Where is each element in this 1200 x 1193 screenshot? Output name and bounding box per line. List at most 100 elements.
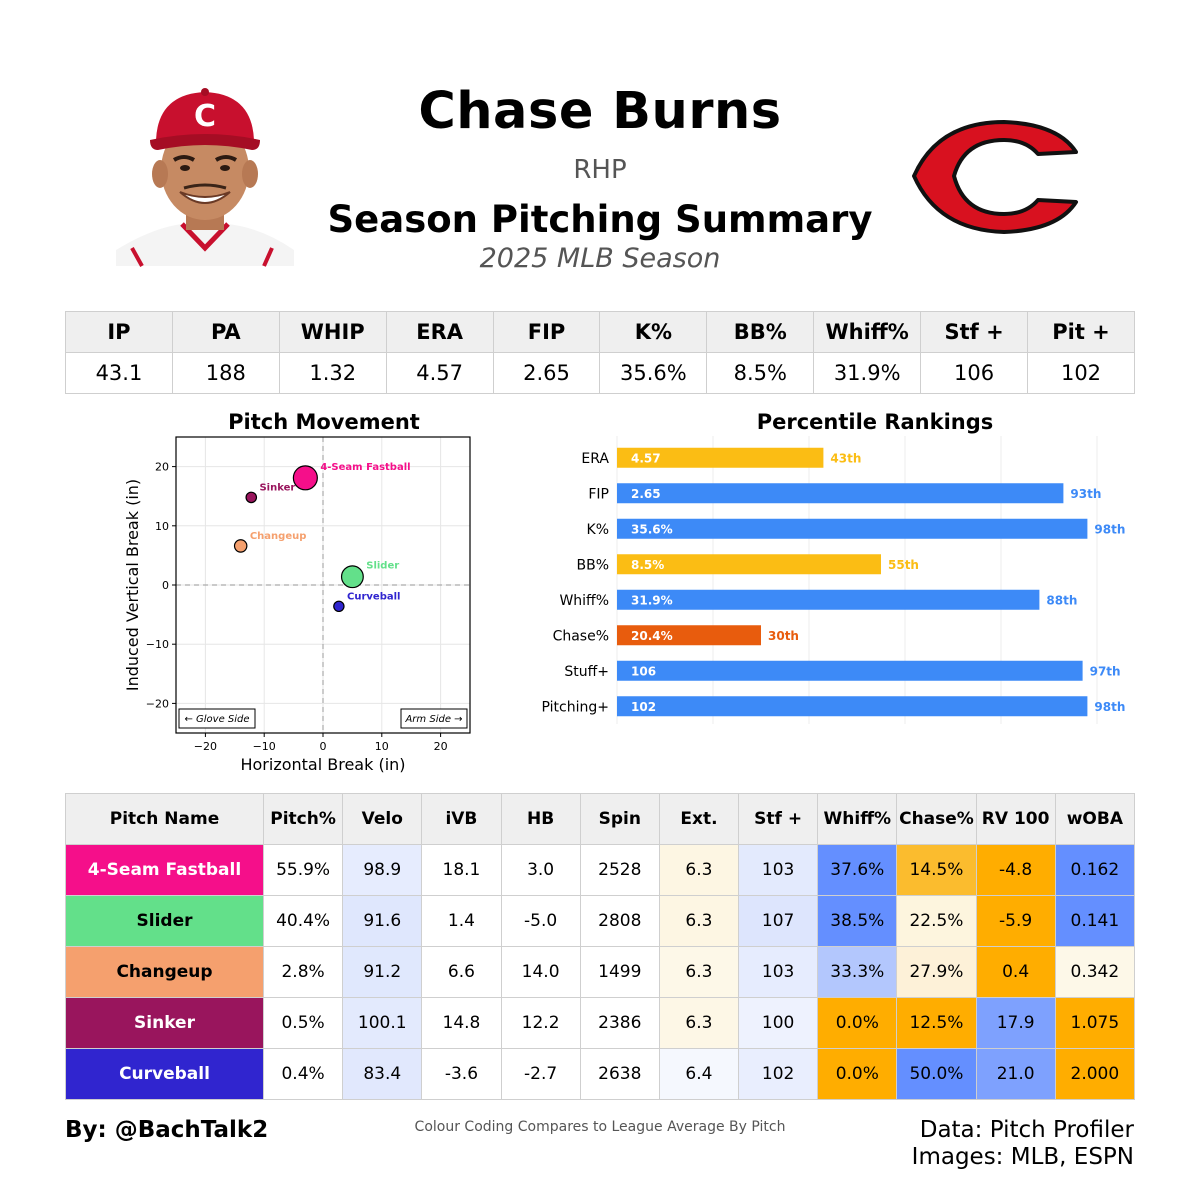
pitch-metric-cell: 0.4% <box>262 1048 344 1100</box>
stat-value: 1.32 <box>278 352 387 394</box>
stat-value: 8.5% <box>706 352 815 394</box>
pitch-metric-cell: 40.4% <box>262 895 344 947</box>
data-source-line: Data: Pitch Profiler <box>919 1117 1134 1143</box>
glove-side-box <box>178 708 256 729</box>
category-label: BB% <box>576 557 609 573</box>
x-tick-label: 10 <box>375 740 389 753</box>
pitch-col-header: Ext. <box>658 793 740 845</box>
pitch-metric-cell: 37.6% <box>817 844 898 896</box>
pitch-col-header: HB <box>500 793 581 845</box>
pitch-name-cell: Slider <box>65 895 264 947</box>
pitch-name-cell: 4-Seam Fastball <box>65 844 264 896</box>
category-label: Stuff+ <box>564 664 609 680</box>
pitch-point-label: Curveball <box>347 591 400 602</box>
pitch-metric-cell: 55.9% <box>262 844 344 896</box>
season-stats-table: IP PA WHIP ERA FIP K% BB% Whiff% Stf + P… <box>65 311 1135 394</box>
pitch-metric-cell: 38.5% <box>817 895 898 947</box>
player-hand: RHP <box>573 155 627 185</box>
pitch-point-label: Changeup <box>250 531 307 542</box>
category-label: K% <box>587 522 609 538</box>
pitch-table-header: Pitch Name Pitch% Velo iVB HB Spin Ext. Stf + Wh… <box>65 793 1136 845</box>
category-label: Pitching+ <box>542 699 609 715</box>
percentile-chart-title: Percentile Rankings <box>756 410 994 434</box>
bar-value-label: 102 <box>631 700 656 714</box>
pitch-col-header: Pitch% <box>262 793 344 845</box>
pitch-metric-cell: 18.1 <box>421 844 502 896</box>
pitch-metric-cell: 0.5% <box>262 997 344 1049</box>
percentile-label: 97th <box>1090 664 1121 678</box>
pitch-metric-cell: -3.6 <box>421 1048 502 1100</box>
stat-header: Pit + <box>1027 311 1135 353</box>
pitch-metric-cell: 102 <box>738 1048 819 1100</box>
y-tick-label: −10 <box>146 638 169 651</box>
pitch-point <box>233 539 248 553</box>
bar-value-label: 2.65 <box>631 487 661 501</box>
x-tick-label: −20 <box>194 740 217 753</box>
stat-value: 106 <box>920 352 1029 394</box>
percentile-label: 43th <box>830 451 861 465</box>
pitch-metric-cell: 6.3 <box>658 997 740 1049</box>
x-tick-label: −10 <box>253 740 276 753</box>
pitch-metric-cell: 2.8% <box>262 946 344 998</box>
pitch-metric-cell: 6.3 <box>658 895 740 947</box>
pitch-metric-cell: 83.4 <box>342 1048 423 1100</box>
pitch-col-header: wOBA <box>1054 793 1136 845</box>
pitch-col-header: Velo <box>342 793 423 845</box>
pitch-metric-cell: 107 <box>738 895 819 947</box>
pitch-name-cell: Changeup <box>65 946 264 998</box>
pitch-metric-cell: 1499 <box>579 946 660 998</box>
pitch-point <box>245 491 258 504</box>
pitch-metric-cell: 0.342 <box>1054 946 1136 998</box>
stat-header: IP <box>65 311 173 353</box>
category-label: ERA <box>581 451 609 467</box>
table-row: 4-Seam Fastball 55.9% 98.9 18.1 3.0 2528 6.3 10… <box>65 844 1136 896</box>
bar-value-label: 8.5% <box>631 558 664 572</box>
pitch-metric-cell: 2638 <box>579 1048 660 1100</box>
pitch-metric-cell: 14.0 <box>500 946 581 998</box>
table-row: Changeup 2.8% 91.2 6.6 14.0 1499 6.3 103 33.3% 27… <box>65 946 1136 998</box>
arm-side-annotation: Arm Side → <box>400 708 468 729</box>
stat-header: Whiff% <box>813 311 922 353</box>
pitch-metric-cell: 98.9 <box>342 844 423 896</box>
pitch-metric-cell: 91.2 <box>342 946 423 998</box>
pitch-metric-cell: 2386 <box>579 997 660 1049</box>
author-credit: By: @BachTalk2 <box>65 1117 269 1143</box>
pitch-metric-cell: 6.3 <box>658 946 740 998</box>
pitch-metric-cell: -5.0 <box>500 895 581 947</box>
stats-header-row: IP PA WHIP ERA FIP K% BB% Whiff% Stf + P… <box>65 311 1135 353</box>
table-row: Sinker 0.5% 100.1 14.8 12.2 2386 6.3 100 0.0% 12.… <box>65 997 1136 1049</box>
stat-value: 43.1 <box>65 352 173 394</box>
y-tick-label: −20 <box>146 697 169 710</box>
stat-header: FIP <box>492 311 601 353</box>
percentile-rankings-chart: ERA 4.57 43th FIP 2.65 93th K% 35.6% 98th BB% 8.5%… <box>542 436 1125 724</box>
data-source: Data: Pitch Profiler Images: MLB, ESPN <box>912 1117 1134 1171</box>
pitch-metric-cell: -4.8 <box>975 844 1056 896</box>
pitch-point-label: 4-Seam Fastball <box>320 462 410 473</box>
percentile-label: 98th <box>1094 522 1125 536</box>
movement-chart-title: Pitch Movement <box>228 410 420 434</box>
bar-value-label: 35.6% <box>631 522 673 536</box>
percentile-label: 30th <box>768 629 799 643</box>
pitch-metric-cell: 0.0% <box>817 997 898 1049</box>
percentile-label: 55th <box>888 558 919 572</box>
pitch-col-header: iVB <box>421 793 502 845</box>
stat-value: 35.6% <box>599 352 708 394</box>
percentile-bar <box>617 483 1064 504</box>
category-label: Chase% <box>553 628 609 644</box>
table-row: Slider 40.4% 91.6 1.4 -5.0 2808 6.3 107 38.5% 22.… <box>65 895 1136 947</box>
category-label: FIP <box>588 486 609 502</box>
percentile-label: 88th <box>1046 593 1077 607</box>
x-tick-label: 20 <box>434 740 448 753</box>
percentile-label: 93th <box>1070 487 1101 501</box>
pitch-metric-cell: 22.5% <box>896 895 977 947</box>
pitch-metric-cell: 2.000 <box>1054 1048 1136 1100</box>
pitch-point-label: Sinker <box>259 482 295 493</box>
pitch-metric-cell: 0.141 <box>1054 895 1136 947</box>
pitch-metric-cell: 12.2 <box>500 997 581 1049</box>
bar-value-label: 20.4% <box>631 629 673 643</box>
table-row: Curveball 0.4% 83.4 -3.6 -2.7 2638 6.4 102 0.0% 5… <box>65 1048 1136 1100</box>
y-axis-label: Induced Vertical Break (in) <box>123 479 142 691</box>
svg-text:C: C <box>194 99 216 134</box>
pitch-metric-cell: 14.8 <box>421 997 502 1049</box>
percentile-label: 98th <box>1094 700 1125 714</box>
